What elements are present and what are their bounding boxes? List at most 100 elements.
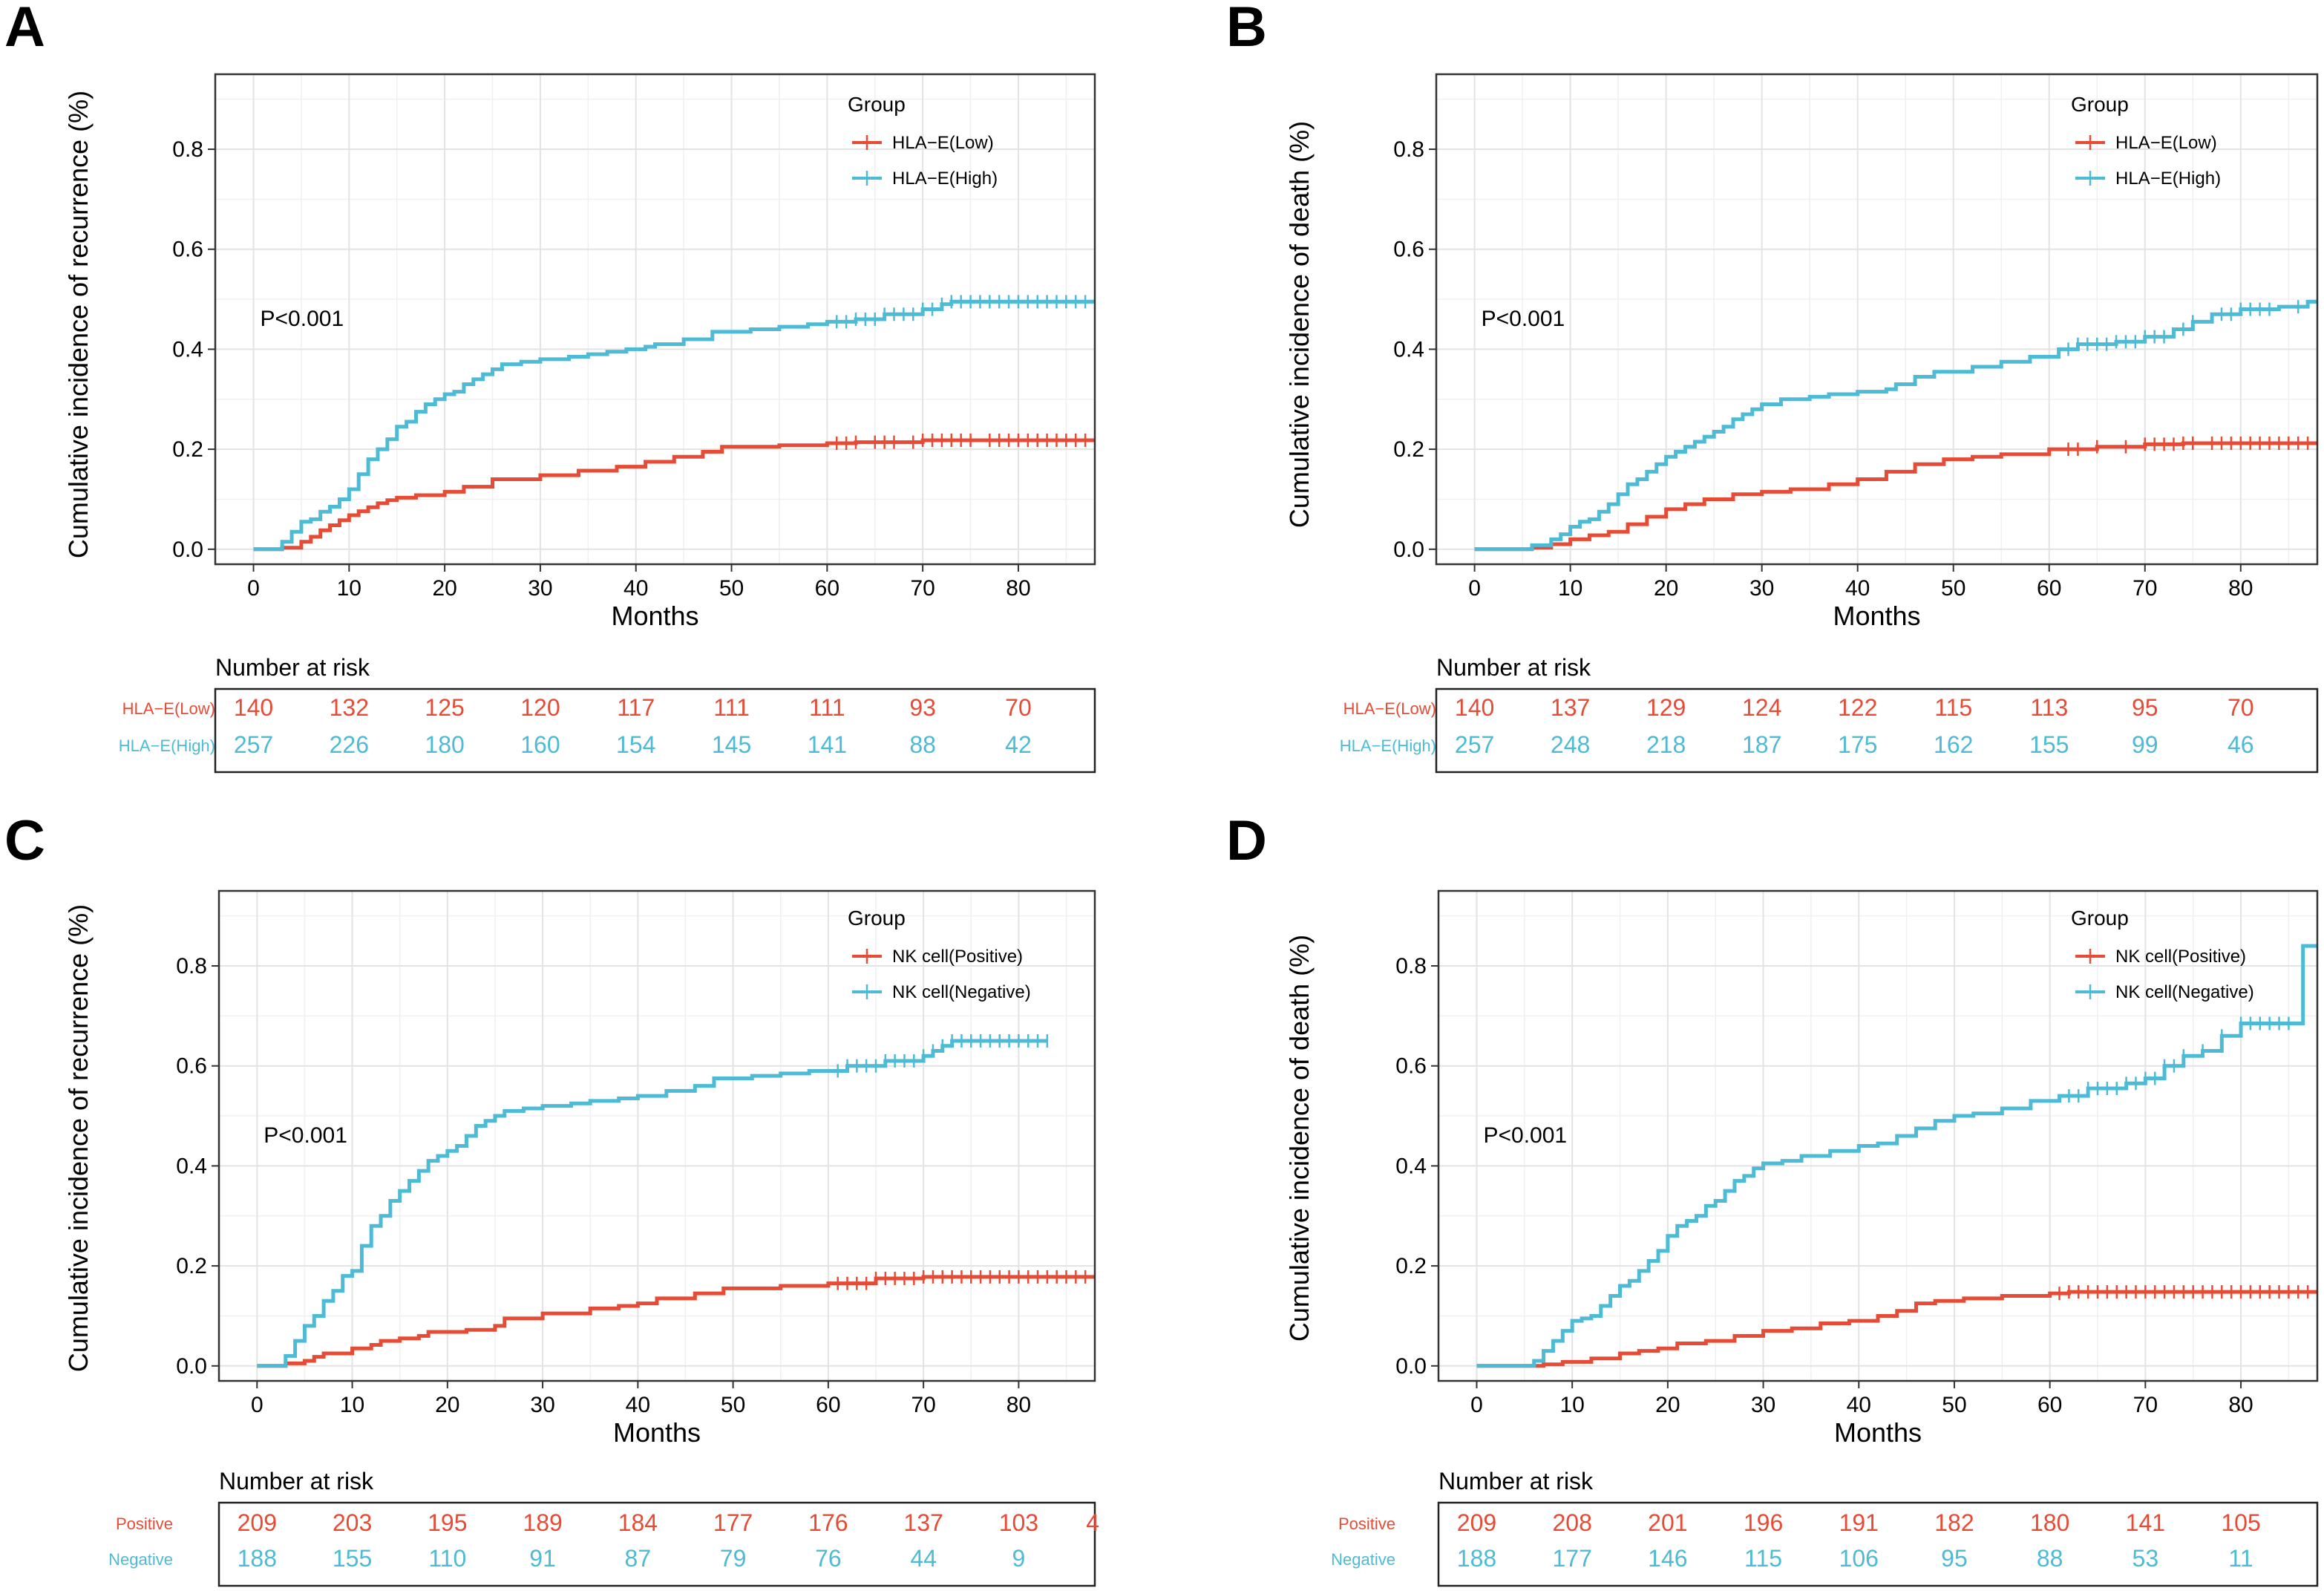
risk-table-border	[1435, 687, 2319, 774]
risk-group-label: HLA−E(Low)	[122, 699, 215, 718]
legend-label: HLA−E(Low)	[2115, 133, 2217, 153]
risk-number: 93	[909, 694, 936, 721]
step-line	[253, 438, 1095, 552]
legend-label: HLA−E(High)	[892, 169, 998, 189]
plot-border	[1435, 73, 2319, 566]
risk-number: 180	[425, 731, 464, 758]
x-tick-label: 60	[2037, 576, 2061, 601]
risk-number: 106	[1839, 1545, 1879, 1572]
risk-number: 70	[2228, 694, 2254, 721]
plot-border	[1437, 889, 2319, 1382]
series-hla-e-low-	[253, 433, 1095, 552]
p-value: P<0.001	[264, 1123, 347, 1148]
risk-table-title: Number at risk	[1438, 1468, 1594, 1494]
y-tick-label: 0.4	[1393, 337, 1424, 362]
x-tick-label: 40	[1847, 1393, 1871, 1417]
risk-number: 11	[2228, 1545, 2253, 1572]
y-tick-label: 0.0	[1395, 1354, 1427, 1379]
y-tick-label: 0.0	[1393, 538, 1424, 562]
risk-number: 42	[1005, 731, 1032, 758]
x-tick-label: 0	[247, 576, 260, 601]
risk-number: 53	[2132, 1545, 2159, 1572]
x-tick-label: 40	[626, 1393, 650, 1417]
risk-table-title: Number at risk	[1436, 654, 1591, 681]
series-hla-e-high-	[253, 295, 1095, 552]
legend-title: Group	[848, 906, 906, 930]
risk-number: 209	[1457, 1509, 1496, 1536]
risk-number: 155	[2029, 731, 2069, 758]
risk-number: 188	[238, 1545, 277, 1572]
x-tick-label: 0	[1470, 1393, 1483, 1417]
risk-number: 203	[333, 1509, 372, 1536]
risk-number: 175	[1838, 731, 1877, 758]
risk-number: 132	[330, 694, 369, 721]
risk-number: 122	[1838, 694, 1877, 721]
x-tick-label: 50	[1941, 576, 1965, 601]
series-nk-cell-negative-	[257, 1034, 1049, 1368]
x-tick-label: 70	[2133, 1393, 2158, 1417]
x-tick-label: 80	[2228, 1393, 2253, 1417]
risk-number: 209	[238, 1509, 277, 1536]
y-axis-label: Cumulative incidence of death (%)	[1284, 121, 1315, 528]
x-tick-label: 20	[1655, 1393, 1680, 1417]
risk-table-border	[217, 1501, 1096, 1587]
y-tick-label: 0.2	[1393, 437, 1424, 462]
panel-letter: A	[4, 0, 45, 59]
x-tick-label: 30	[528, 576, 552, 601]
risk-number: 191	[1839, 1509, 1879, 1536]
series-nk-cell-positive-	[1476, 1285, 2317, 1368]
y-tick-label: 0.8	[1395, 954, 1427, 979]
risk-number: 115	[1934, 694, 1972, 721]
x-tick-label: 50	[721, 1393, 745, 1417]
y-tick-label: 0.2	[1395, 1254, 1427, 1278]
risk-number: 177	[1552, 1545, 1591, 1572]
risk-number: 177	[713, 1509, 753, 1536]
risk-number: 105	[2221, 1509, 2260, 1536]
gridlines	[219, 891, 1095, 1381]
risk-number: 188	[1457, 1545, 1496, 1572]
y-tick-label: 0.4	[1395, 1154, 1427, 1178]
risk-group-label: Negative	[108, 1550, 173, 1569]
risk-number: 140	[234, 694, 273, 721]
x-tick-label: 60	[815, 576, 839, 601]
risk-number: 99	[2132, 731, 2158, 758]
legend-label: HLA−E(High)	[2115, 169, 2221, 189]
risk-number: 184	[618, 1509, 658, 1536]
x-tick-label: 40	[623, 576, 648, 601]
risk-group-label: HLA−E(High)	[1340, 736, 1436, 755]
risk-number: 95	[2132, 694, 2158, 721]
risk-number: 95	[1941, 1545, 1968, 1572]
risk-number: 189	[523, 1509, 562, 1536]
risk-number: 196	[1744, 1509, 1783, 1536]
step-line	[1474, 441, 2317, 552]
risk-number: 154	[616, 731, 655, 758]
panel-letter: C	[4, 809, 45, 872]
risk-number: 9	[1012, 1545, 1025, 1572]
p-value: P<0.001	[261, 307, 344, 331]
risk-number: 117	[617, 694, 655, 721]
risk-number: 160	[520, 731, 560, 758]
risk-group-label: HLA−E(High)	[119, 736, 215, 755]
legend: Group NK cell(Positive) NK cell(Negative)	[2071, 906, 2254, 1002]
risk-number: 103	[999, 1509, 1038, 1536]
risk-number: 88	[909, 731, 936, 758]
risk-number: 257	[1455, 731, 1494, 758]
x-tick-label: 20	[435, 1393, 459, 1417]
y-tick-label: 0.8	[172, 137, 203, 162]
y-tick-label: 0.4	[176, 1154, 207, 1178]
risk-table: Number at risk Positive 209 208 201 196 191 182…	[1331, 1468, 2319, 1587]
x-tick-label: 70	[911, 1393, 935, 1417]
legend-label: NK cell(Positive)	[892, 947, 1023, 967]
x-axis-label: Months	[611, 601, 698, 631]
x-tick-label: 30	[1751, 1393, 1775, 1417]
risk-number: 162	[1934, 731, 1973, 758]
x-tick-label: 30	[1749, 576, 1774, 601]
legend-title: Group	[848, 93, 906, 116]
y-tick-label: 0.0	[176, 1354, 207, 1379]
x-axis-label: Months	[1834, 1417, 1922, 1448]
risk-number: 4	[1086, 1509, 1099, 1536]
x-tick-label: 10	[1559, 1393, 1584, 1417]
x-tick-label: 80	[1006, 576, 1030, 601]
